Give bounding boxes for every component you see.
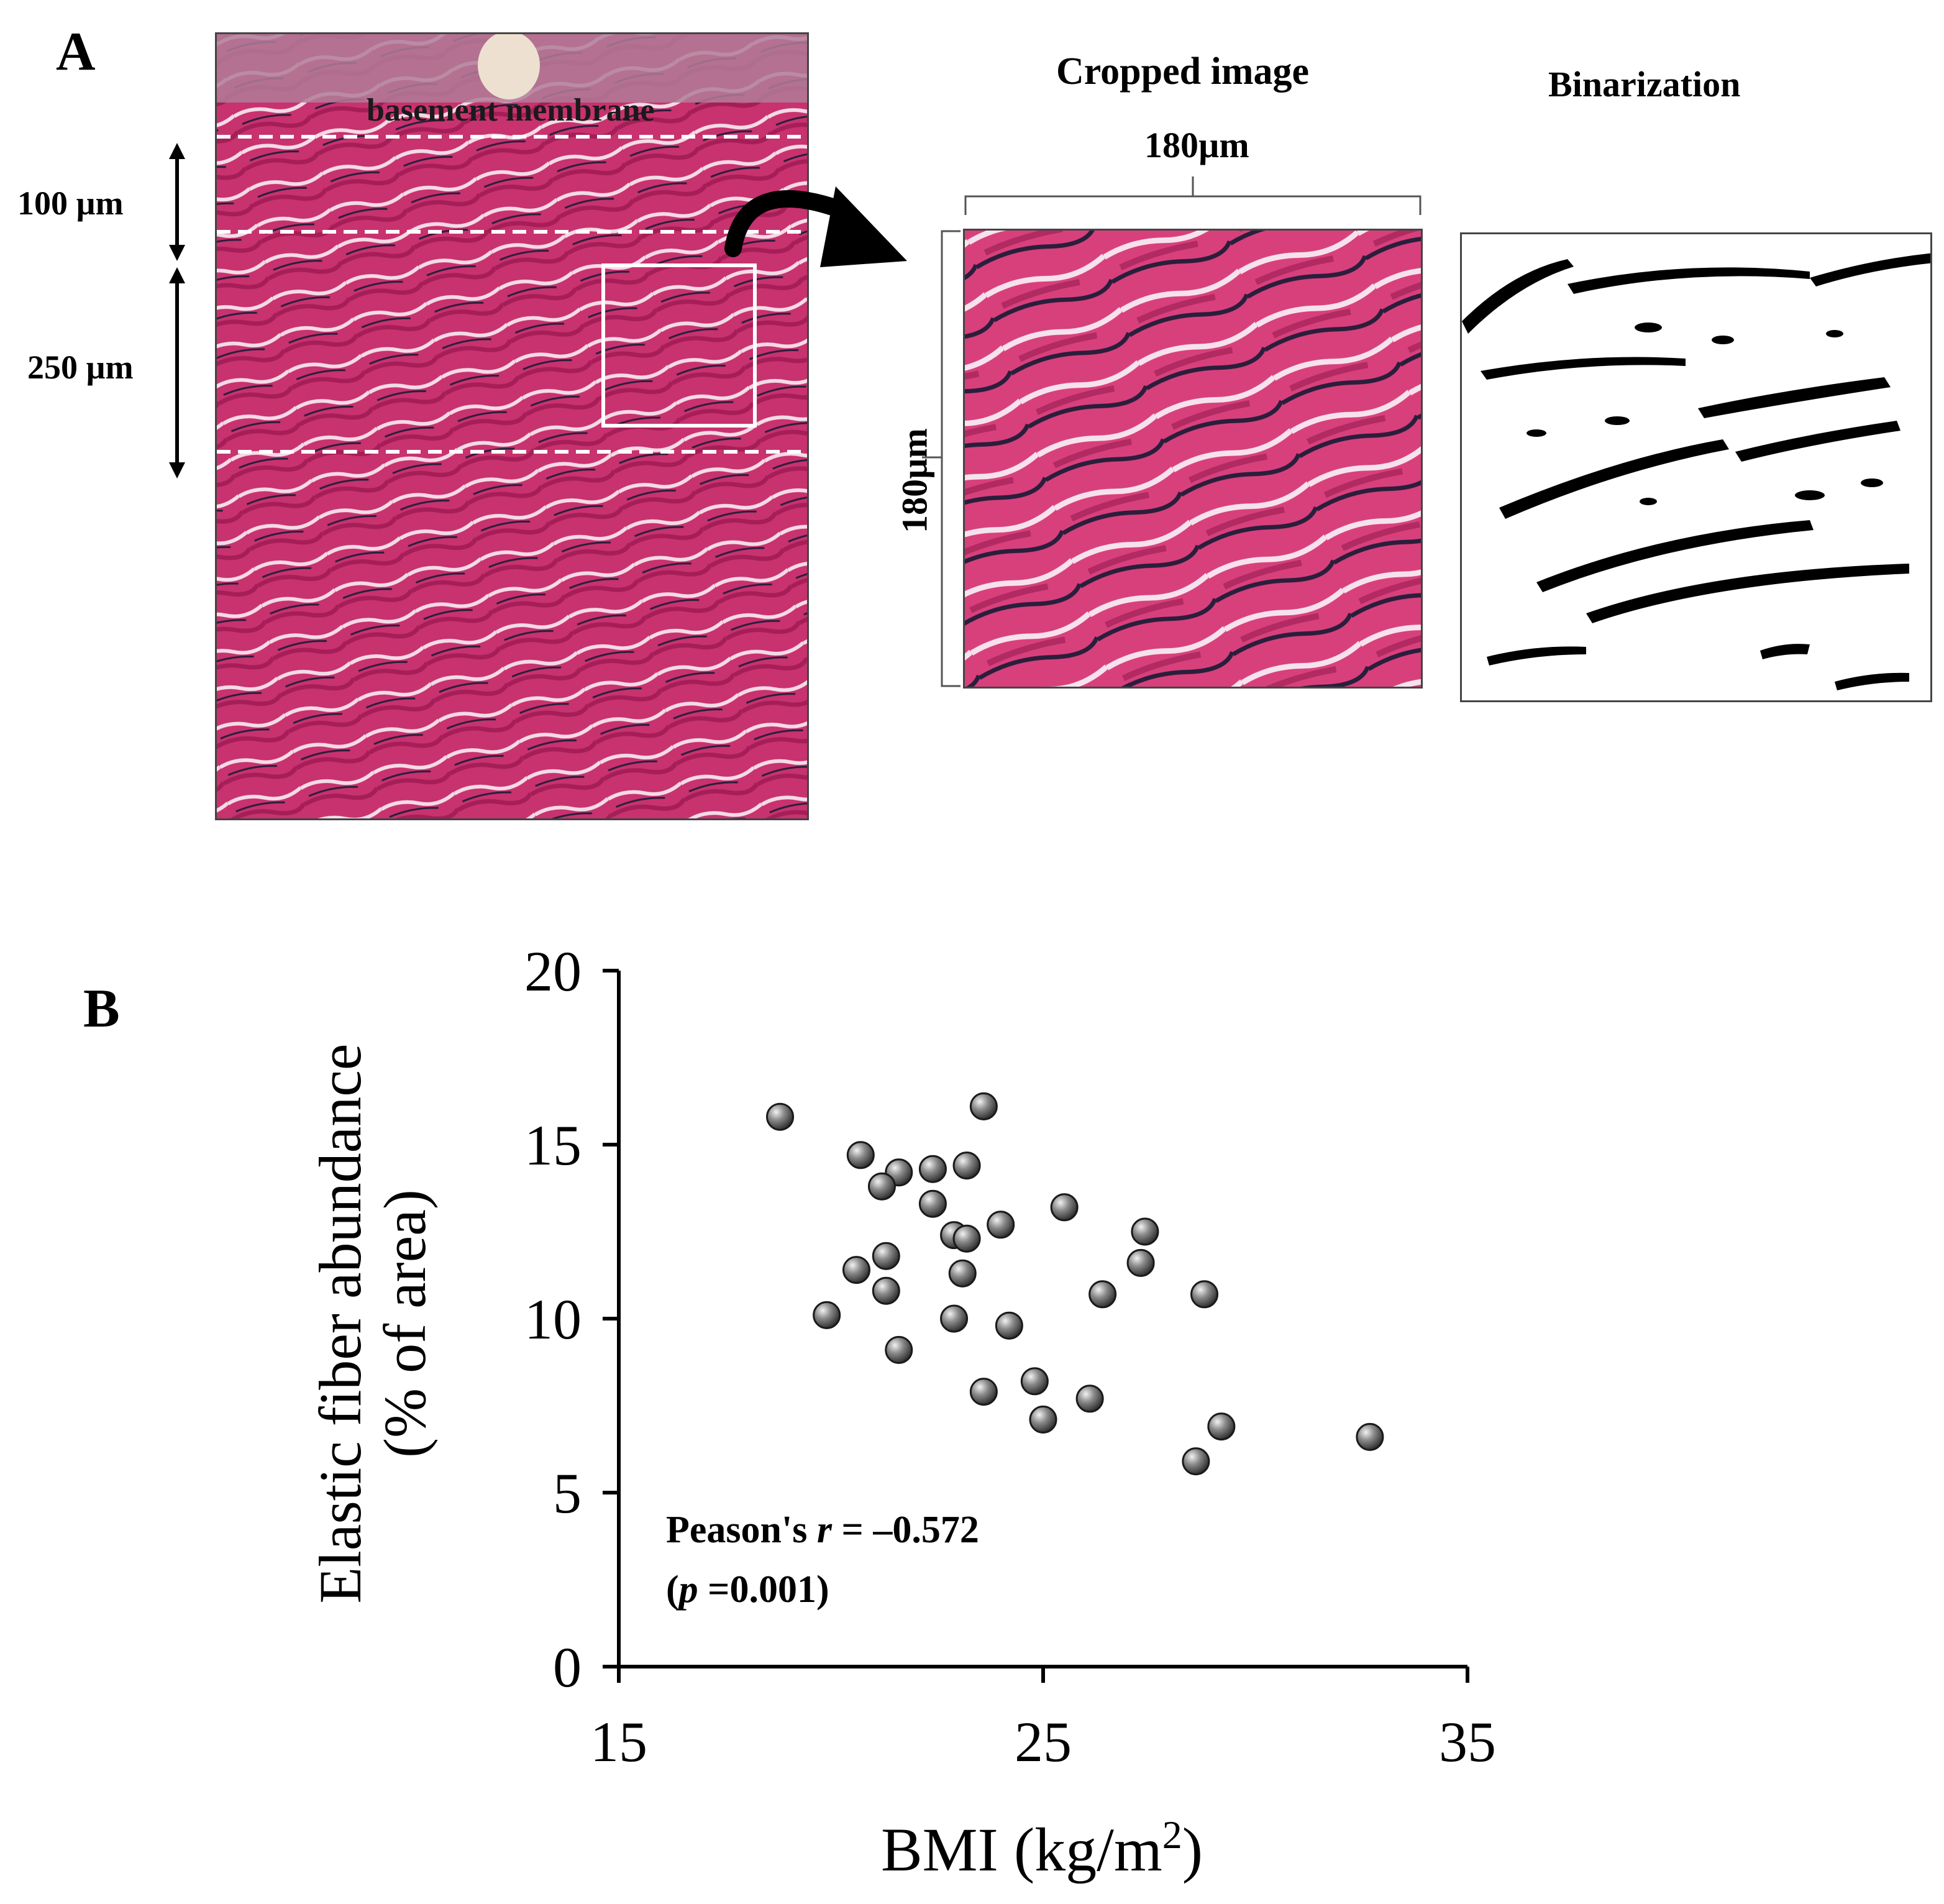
y-tick-label: 0 — [553, 1636, 582, 1699]
data-point — [1190, 1280, 1219, 1309]
cropped-texture — [965, 231, 1421, 687]
y-tick-label: 20 — [524, 940, 582, 1003]
depth-label-250: 250 µm — [27, 349, 134, 386]
data-point — [1050, 1193, 1079, 1222]
x-tick-label: 35 — [1439, 1710, 1496, 1774]
curved-arrow-icon — [724, 186, 907, 267]
cropped-image — [963, 229, 1423, 689]
data-point — [1207, 1412, 1236, 1441]
data-point — [1075, 1385, 1104, 1413]
data-point — [1126, 1248, 1155, 1277]
data-point — [846, 1141, 875, 1169]
data-point — [952, 1224, 981, 1253]
depth-label-100: 100 µm — [17, 185, 124, 222]
data-point — [918, 1189, 947, 1218]
y-tick-label: 10 — [524, 1288, 582, 1351]
data-point — [918, 1155, 947, 1183]
histology-main-image — [215, 32, 809, 820]
x-axis-label: BMI (kg/m2) — [881, 1813, 1203, 1884]
crop-region-box — [601, 263, 757, 428]
data-point — [1182, 1447, 1210, 1476]
data-point — [867, 1172, 896, 1201]
data-point — [1131, 1217, 1159, 1246]
panel-a-letter: A — [56, 22, 96, 82]
data-point — [1029, 1405, 1057, 1434]
data-point — [766, 1102, 795, 1131]
data-point — [813, 1301, 841, 1329]
stat-annotation-p: (p =0.001) — [666, 1568, 829, 1611]
data-point — [987, 1211, 1015, 1239]
data-point — [969, 1378, 998, 1406]
basement-membrane-label: basement membrane — [367, 93, 655, 128]
data-point — [885, 1335, 913, 1364]
width-bracket — [964, 176, 1421, 215]
data-point — [995, 1311, 1023, 1340]
panel-b-letter: B — [83, 979, 120, 1039]
data-point — [969, 1092, 998, 1120]
height-bracket — [922, 230, 961, 687]
binarized-fibers — [1462, 253, 1930, 690]
data-point — [1356, 1422, 1384, 1451]
cropped-image-title: Cropped image — [1056, 50, 1310, 93]
scatter-chart: 0 5 10 15 20 15 25 35 BMI (kg/m2) Elastic fiber… — [307, 940, 1496, 1884]
data-point — [842, 1256, 870, 1284]
data-point — [872, 1242, 900, 1270]
x-tick-label: 25 — [1015, 1710, 1072, 1774]
depth-arrows — [169, 143, 185, 478]
chart-points — [766, 1092, 1384, 1476]
binarization-title: Binarization — [1548, 64, 1741, 104]
binarized-image — [1460, 232, 1932, 702]
data-point — [872, 1276, 900, 1305]
data-point — [1088, 1280, 1117, 1309]
data-point — [1020, 1367, 1049, 1396]
histology-texture — [217, 34, 807, 818]
y-axis-label: Elastic fiber abundance(% of area) — [307, 1044, 438, 1604]
chart-axes — [617, 971, 1467, 1668]
y-tick-label: 5 — [553, 1462, 582, 1525]
stat-annotation-r: Peason's r = –0.572 — [666, 1509, 979, 1551]
x-tick-label: 15 — [590, 1710, 647, 1774]
chart-ticks: 0 5 10 15 20 15 25 35 — [524, 940, 1496, 1774]
width-label: 180µm — [1144, 125, 1249, 165]
data-point — [948, 1259, 977, 1288]
data-point — [940, 1304, 969, 1333]
data-point — [952, 1151, 981, 1180]
y-tick-label: 15 — [524, 1114, 582, 1177]
